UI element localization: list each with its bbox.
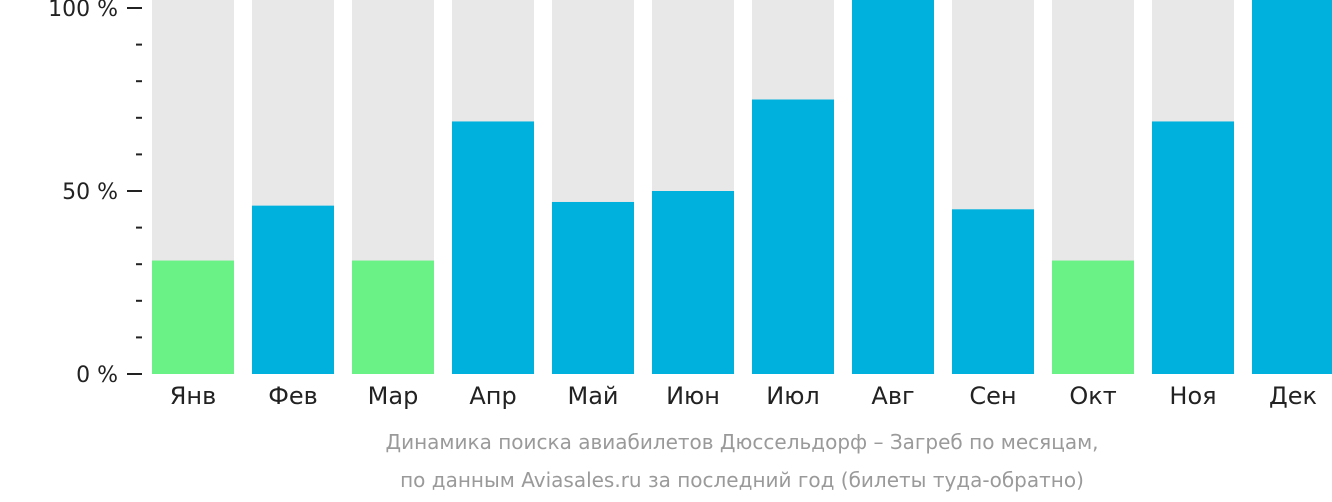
bar-10 <box>1052 260 1134 374</box>
bar-7 <box>752 99 834 374</box>
bars <box>152 0 1332 375</box>
x-tick-label-10: Окт <box>1069 382 1116 410</box>
x-tick-label-11: Ноя <box>1169 382 1216 410</box>
bar-11 <box>1152 121 1234 375</box>
x-tick-label-12: Дек <box>1269 382 1317 410</box>
x-tick-label-1: Янв <box>170 382 217 410</box>
bar-12 <box>1252 0 1332 374</box>
bar-2 <box>252 205 334 374</box>
x-tick-label-6: Июн <box>666 382 720 410</box>
bar-3 <box>352 260 434 374</box>
y-tick-label-1: 0 % <box>76 363 118 388</box>
chart-caption-line-1: Динамика поиска авиабилетов Дюссельдорф … <box>385 430 1099 454</box>
chart-caption-line-2: по данным Aviasales.ru за последний год … <box>400 468 1084 492</box>
bar-6 <box>652 191 734 374</box>
y-tick-label-2: 50 % <box>62 180 118 205</box>
bar-8 <box>852 0 934 374</box>
y-axis: 0 % 50 % 100 % <box>48 0 142 388</box>
bar-4 <box>452 121 534 375</box>
x-tick-label-3: Мар <box>368 382 419 410</box>
bar-9 <box>952 209 1034 374</box>
bar-5 <box>552 201 634 374</box>
bar-1 <box>152 260 234 374</box>
x-tick-label-5: Май <box>567 382 618 410</box>
x-tick-label-9: Сен <box>969 382 1016 410</box>
x-tick-label-4: Апр <box>469 382 516 410</box>
x-tick-label-8: Авг <box>871 382 914 410</box>
x-axis: Янв Фев Мар Апр Май Июн Июл Авг Сен Окт Ноя Дек <box>170 382 1317 410</box>
x-tick-label-7: Июл <box>766 382 820 410</box>
y-tick-label-3: 100 % <box>48 0 118 22</box>
x-tick-label-2: Фев <box>268 382 318 410</box>
